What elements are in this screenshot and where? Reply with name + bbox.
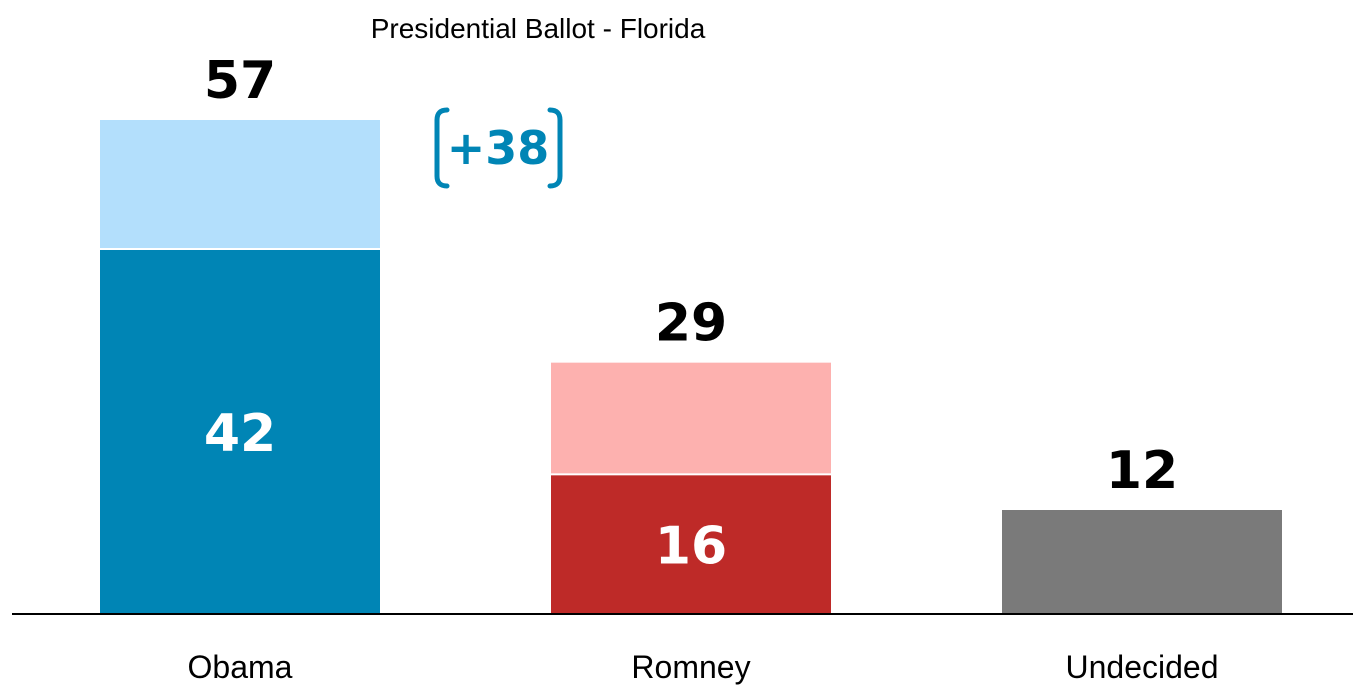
total-label-obama: 57: [204, 51, 276, 111]
chart-title: Presidential Ballot - Florida: [371, 13, 706, 44]
category-label-undecided: Undecided: [1066, 649, 1219, 685]
category-label-obama: Obama: [188, 649, 293, 685]
labels-layer: 57 42 Obama 29 16 Romney 12 Undecided: [188, 51, 1219, 685]
total-label-romney: 29: [655, 294, 727, 354]
bar-obama-strong: [100, 250, 380, 614]
inner-label-obama: 42: [204, 404, 276, 464]
bar-obama-lean: [100, 120, 380, 248]
left-bracket-icon: [434, 107, 450, 189]
bar-undecided-strong: [1002, 510, 1282, 614]
bar-romney-lean: [551, 362, 831, 474]
bars-layer: [100, 120, 1282, 614]
margin-label: +38: [447, 121, 550, 175]
inner-label-romney: 16: [655, 517, 727, 577]
category-label-romney: Romney: [631, 649, 750, 685]
total-label-undecided: 12: [1106, 441, 1178, 501]
bar-romney-strong: [551, 475, 831, 614]
right-bracket-icon: [547, 107, 563, 189]
margin-annotation: +38: [434, 107, 563, 189]
